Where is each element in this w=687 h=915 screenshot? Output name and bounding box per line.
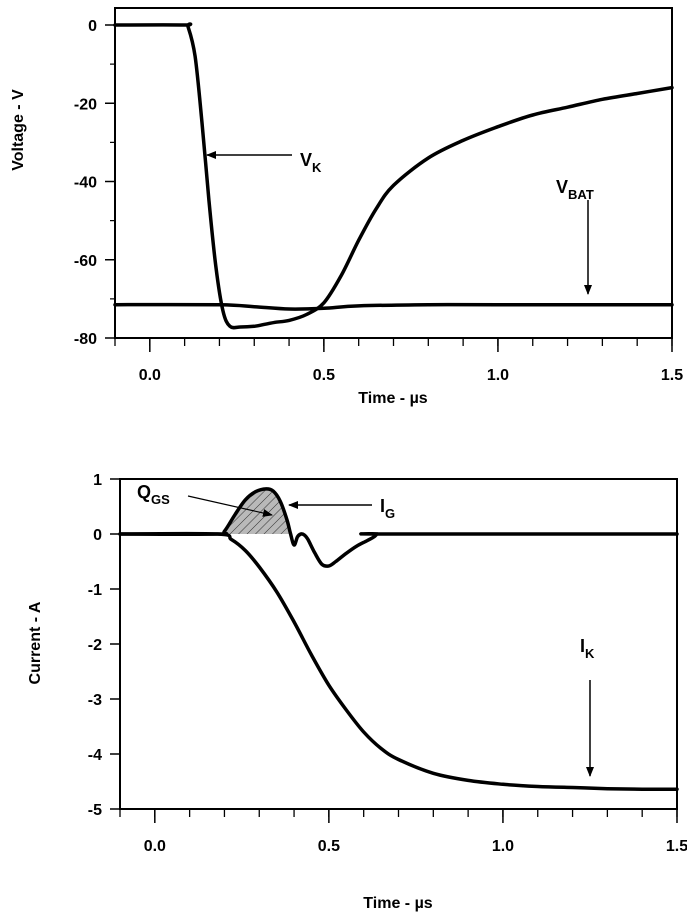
annotation-ik: IK	[580, 636, 595, 661]
voltage-y-ticks: 0 -20 -40 -60 -80	[74, 18, 115, 348]
annotation-ik-main: I	[580, 636, 585, 656]
voltage-x-tick-label: 0.5	[313, 367, 335, 384]
voltage-x-tick-label: 0.0	[139, 367, 161, 384]
annotation-vbat-main: V	[556, 177, 568, 197]
current-x-tick-label: 0.5	[318, 838, 340, 855]
current-series	[118, 487, 679, 791]
current-y-tick-label: -1	[88, 582, 102, 599]
current-y-ticks: 1 0 -1 -2 -3 -4 -5	[88, 472, 120, 819]
current-x-tick-label: 1.0	[492, 838, 514, 855]
annotation-vbat: VBAT	[556, 177, 594, 202]
voltage-y-tick-label: -40	[74, 175, 97, 192]
current-y-tick-label: -4	[88, 747, 102, 764]
series-line-v-k	[113, 22, 674, 330]
annotation-ig: IG	[380, 496, 395, 521]
series-line-v-bat	[113, 302, 674, 311]
annotation-vk-sub: K	[312, 160, 322, 175]
annotation-ig-main: I	[380, 496, 385, 516]
voltage-x-tick-label: 1.5	[661, 367, 683, 384]
annotation-ig-sub: G	[385, 506, 395, 521]
voltage-chart: 0.0 0.5 1.0 1.5 0 -20 -40 -60 -80 Time - µs Vol…	[10, 7, 683, 407]
annotation-qgs-main: Q	[137, 482, 151, 502]
annotation-vk: VK	[300, 150, 322, 175]
voltage-series	[113, 22, 674, 330]
current-x-axis-label: Time - µs	[363, 895, 432, 912]
voltage-y-tick-label: -20	[74, 96, 97, 113]
voltage-y-tick-label: -80	[74, 331, 97, 348]
current-y-tick-label: -2	[88, 637, 102, 654]
current-x-ticks: 0.0 0.5 1.0 1.5	[119, 809, 687, 855]
voltage-x-ticks: 0.0 0.5 1.0 1.5	[114, 338, 683, 384]
annotation-qgs-sub: GS	[151, 492, 170, 507]
current-y-tick-label: 0	[93, 527, 102, 544]
current-y-tick-label: 1	[93, 472, 102, 489]
current-chart: 0.0 0.5 1.0 1.5 1 0 -1 -2 -3 -4 -5 Time - µs Curr…	[27, 472, 687, 912]
annotation-qgs: QGS	[137, 482, 170, 507]
current-y-tick-label: -5	[88, 802, 102, 819]
series-line-i-k	[118, 531, 679, 791]
annotation-vbat-sub: BAT	[568, 187, 594, 202]
current-y-axis-label: Current - A	[27, 601, 44, 684]
annotation-vk-main: V	[300, 150, 312, 170]
annotation-ik-sub: K	[585, 646, 595, 661]
current-x-tick-label: 0.0	[144, 838, 166, 855]
voltage-y-axis-label: Voltage - V	[10, 89, 27, 171]
voltage-y-tick-label: -60	[74, 253, 97, 270]
current-x-tick-label: 1.5	[666, 838, 687, 855]
voltage-x-axis-label: Time - µs	[358, 390, 427, 407]
voltage-x-tick-label: 1.0	[487, 367, 509, 384]
current-y-tick-label: -3	[88, 692, 102, 709]
series-line-i-g	[118, 487, 679, 568]
annotation-qgs-arrow	[187, 495, 273, 517]
voltage-y-tick-label: 0	[88, 18, 97, 35]
